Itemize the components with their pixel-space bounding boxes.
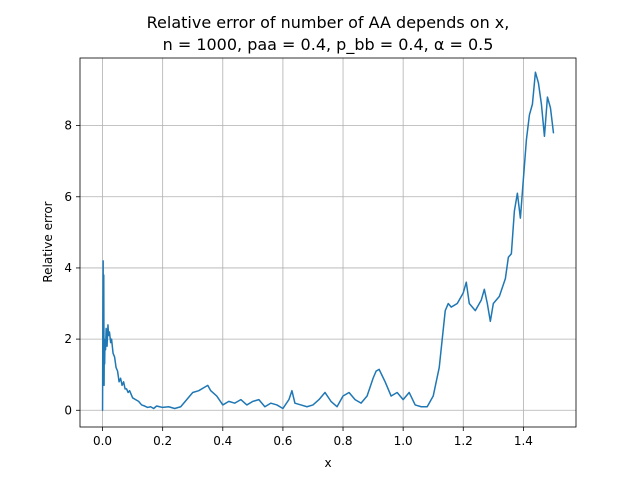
axes-frame <box>79 57 577 428</box>
y-tick-label: 2 <box>64 332 72 346</box>
x-tick-label: 0.2 <box>153 434 172 448</box>
x-tick-label: 1.2 <box>454 434 473 448</box>
x-tick-label: 1.4 <box>514 434 533 448</box>
y-axis-label: Relative error <box>41 201 55 282</box>
axis-ticks: 0.0 0.2 0.4 0.6 0.8 1.0 1.2 1.4 0 2 4 6 8 <box>64 119 533 448</box>
y-tick-label: 0 <box>64 403 72 417</box>
grid-lines <box>80 58 576 427</box>
series-layer <box>101 71 555 412</box>
y-tick-label: 8 <box>64 119 72 133</box>
y-tick-label: 4 <box>64 261 72 275</box>
x-tick-label: 0.6 <box>273 434 292 448</box>
chart-title-line-1: Relative error of number of AA depends o… <box>147 13 510 32</box>
x-tick-label: 0.4 <box>213 434 232 448</box>
x-tick-label: 1.0 <box>394 434 413 448</box>
x-tick-label: 0.8 <box>333 434 352 448</box>
y-tick-label: 6 <box>64 190 72 204</box>
x-tick-label: 0.0 <box>93 434 112 448</box>
relative-error-line <box>101 71 555 412</box>
x-axis-label: x <box>324 456 331 470</box>
chart-title-line-2: n = 1000, paa = 0.4, p_bb = 0.4, α = 0.5 <box>163 35 494 55</box>
